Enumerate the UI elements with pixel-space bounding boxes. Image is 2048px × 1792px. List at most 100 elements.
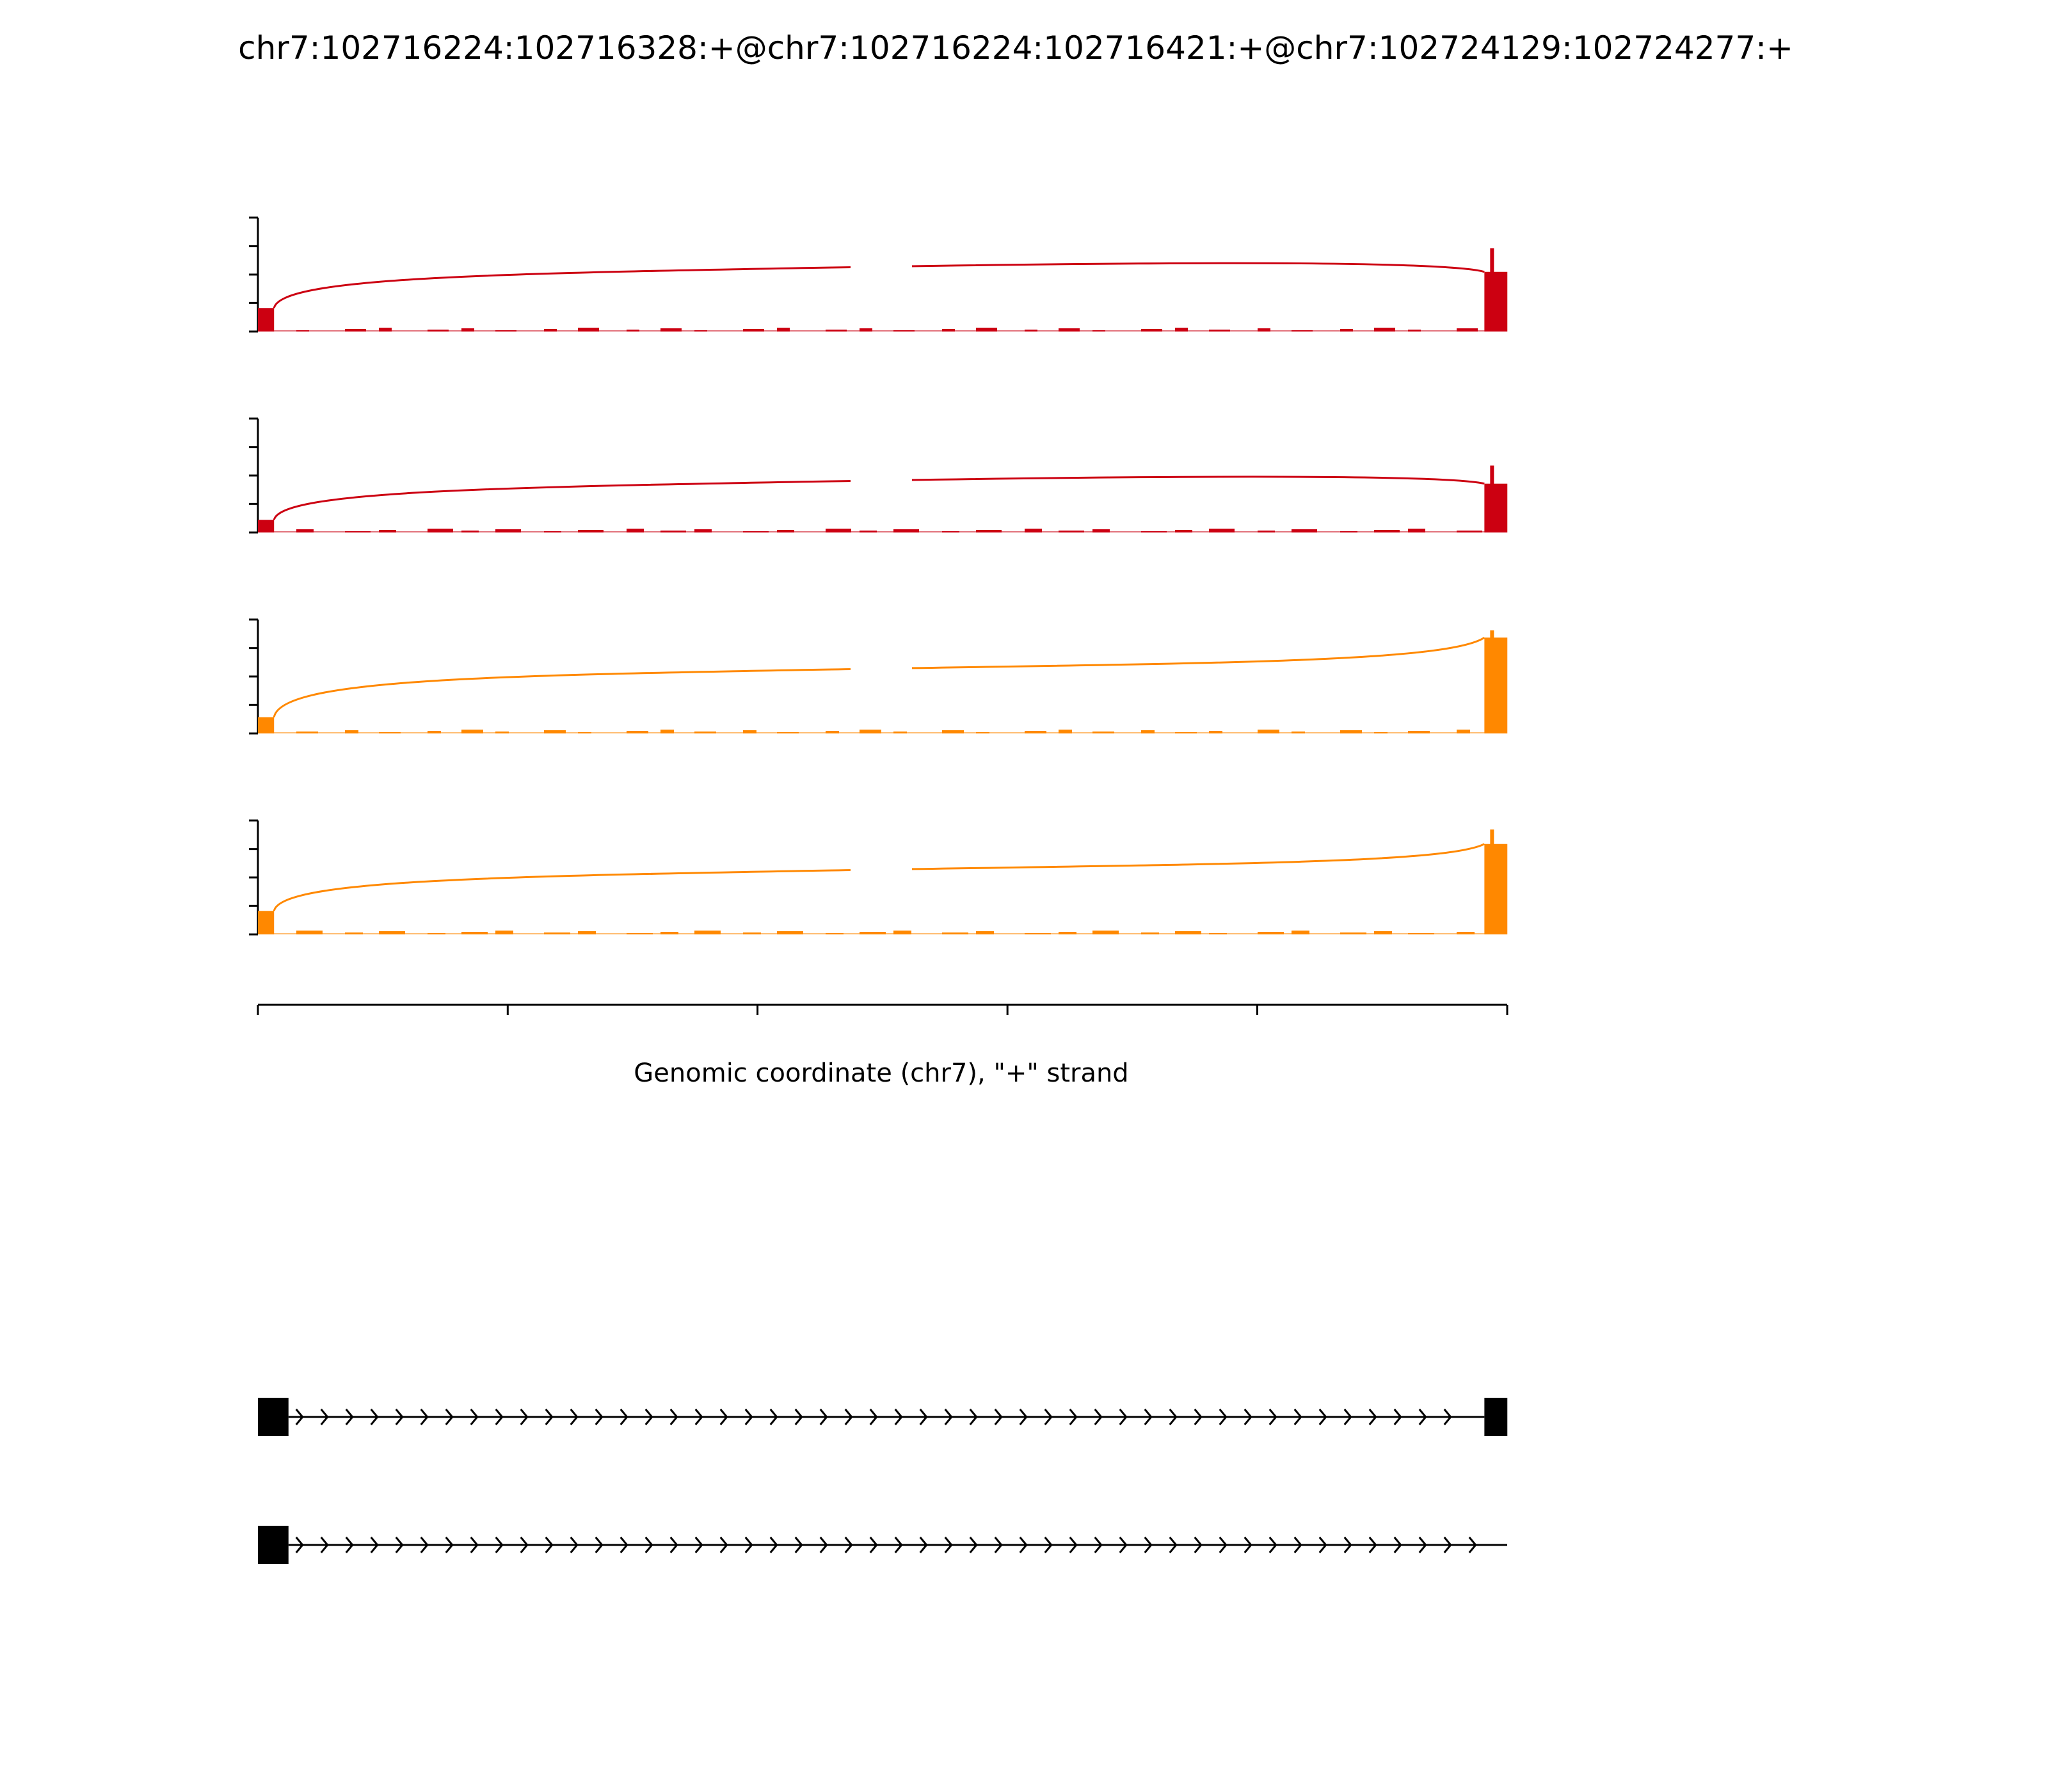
strand-arrow-icon	[994, 1409, 1003, 1425]
strand-arrow-icon	[769, 1537, 778, 1553]
coverage-bump	[495, 931, 513, 934]
coverage-bump	[860, 328, 872, 332]
exon2-coverage	[1484, 637, 1508, 733]
junction-arc	[273, 637, 1485, 717]
strand-arrow-icon	[794, 1409, 803, 1425]
strand-arrow-icon	[1244, 1537, 1252, 1553]
exon-2-box	[1484, 1398, 1508, 1436]
coverage-bump	[777, 530, 794, 532]
coverage-bump	[578, 931, 596, 934]
strand-arrow-icon	[1119, 1537, 1128, 1553]
coverage-bump	[544, 730, 566, 733]
coverage-bump	[627, 529, 644, 532]
coverage-bump	[1457, 328, 1478, 332]
coverage-bump	[428, 529, 453, 532]
strand-arrow-icon	[1268, 1537, 1277, 1553]
coverage-bump	[379, 328, 392, 332]
strand-arrow-icon	[1044, 1409, 1053, 1425]
strand-arrow-icon	[420, 1537, 429, 1553]
coverage-bump	[1209, 933, 1227, 934]
coverage-bump	[1258, 328, 1270, 332]
coverage-bump	[1258, 730, 1279, 733]
exon2-coverage	[1484, 271, 1508, 332]
junction-arc	[273, 843, 1485, 911]
coverage-bump	[1092, 732, 1114, 733]
coverage-bump	[296, 732, 318, 733]
exon1-coverage	[258, 911, 275, 934]
coverage-bump	[1059, 730, 1072, 733]
strand-arrow-icon	[669, 1409, 678, 1425]
coverage-bump	[345, 932, 363, 934]
coverage-bump	[379, 732, 401, 733]
strand-arrow-icon	[669, 1537, 678, 1553]
coverage-bump	[1340, 329, 1353, 332]
coverage-bump	[743, 932, 761, 934]
strand-arrow-icon	[520, 1537, 529, 1553]
coverage-bump	[578, 530, 604, 532]
coverage-bump	[428, 933, 445, 934]
coverage-bump	[860, 531, 877, 532]
coverage-bump	[1408, 529, 1425, 532]
strand-arrow-icon	[1169, 1409, 1178, 1425]
coverage-bump	[1209, 330, 1230, 332]
coverage-bump	[1457, 730, 1470, 733]
coverage-bump	[826, 731, 839, 733]
strand-arrow-icon	[495, 1409, 504, 1425]
strand-arrow-icon	[345, 1537, 354, 1553]
coverage-bump	[1059, 932, 1076, 934]
coverage-bump	[1209, 731, 1222, 733]
strand-arrow-icon	[1418, 1537, 1427, 1553]
exon-1-box	[258, 1398, 289, 1436]
strand-arrow-icon	[1293, 1537, 1302, 1553]
coverage-bump	[1141, 730, 1155, 733]
coverage-bump	[1292, 732, 1305, 733]
strand-arrow-icon	[295, 1409, 304, 1425]
x-axis-label: Genomic coordinate (chr7), "+" strand	[634, 1059, 1128, 1088]
strand-arrow-icon	[445, 1409, 454, 1425]
strand-arrow-icon	[844, 1537, 853, 1553]
chart-title: chr7:102716224:102716328:+@chr7:10271622…	[238, 29, 1793, 67]
coverage-bump	[1374, 732, 1388, 733]
coverage-bump	[777, 328, 790, 332]
coverage-bump	[826, 529, 851, 532]
coverage-bump	[1025, 330, 1037, 332]
junction-arc	[273, 262, 1485, 308]
coverage-bump	[826, 330, 847, 332]
strand-arrow-icon	[1393, 1409, 1402, 1425]
strand-arrow-icon	[644, 1409, 653, 1425]
coverage-bump	[694, 330, 707, 332]
strand-arrow-icon	[570, 1409, 579, 1425]
exon1-coverage	[258, 308, 275, 332]
strand-arrow-icon	[944, 1537, 953, 1553]
coverage-bump	[660, 932, 678, 934]
strand-arrow-icon	[1094, 1409, 1103, 1425]
coverage-bump	[694, 732, 716, 733]
coverage-bump	[743, 329, 764, 332]
coverage-bump	[660, 328, 682, 332]
coverage-peak	[1490, 248, 1494, 332]
strand-arrow-icon	[894, 1537, 903, 1553]
strand-arrow-icon	[545, 1537, 554, 1553]
isoform-2	[258, 1526, 1507, 1564]
junction-count-box	[851, 463, 912, 492]
junction-count-box	[851, 250, 912, 278]
strand-arrow-icon	[1219, 1537, 1228, 1553]
exon1-coverage	[258, 717, 275, 733]
strand-arrow-icon	[345, 1409, 354, 1425]
isoform-models	[258, 1398, 1508, 1564]
strand-arrow-icon	[1268, 1409, 1277, 1425]
strand-arrow-icon	[570, 1537, 579, 1553]
coverage-bump	[345, 531, 371, 532]
strand-arrow-icon	[994, 1537, 1003, 1553]
track-2	[249, 417, 1508, 534]
track-1	[249, 216, 1508, 333]
coverage-bump	[1209, 529, 1235, 532]
coverage-bump	[1092, 931, 1119, 934]
track-3	[249, 618, 1508, 735]
coverage-bump	[1408, 933, 1434, 934]
isoform-1	[258, 1398, 1508, 1436]
coverage-bump	[461, 531, 479, 532]
strand-arrow-icon	[620, 1409, 628, 1425]
coverage-bump	[942, 932, 968, 934]
